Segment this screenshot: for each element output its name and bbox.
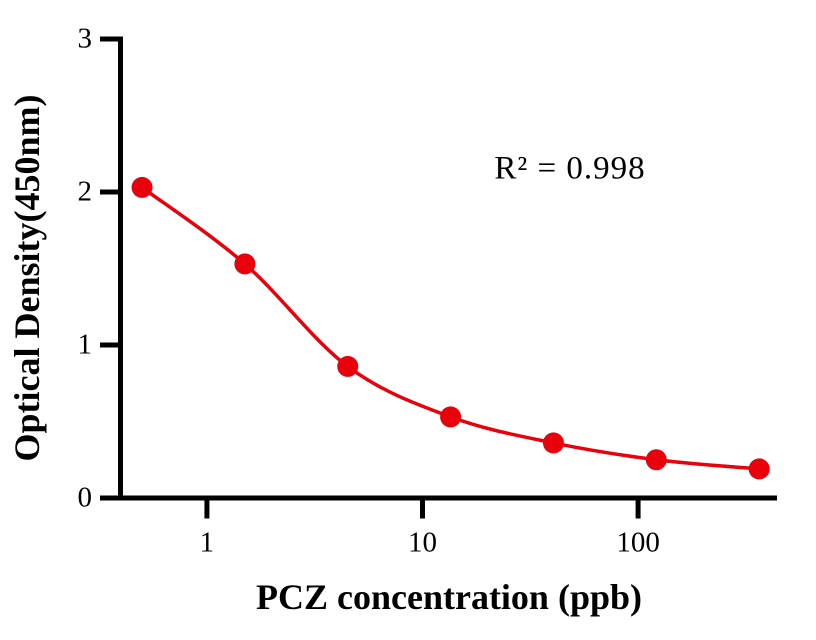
- y-tick-label: 3: [77, 22, 93, 55]
- data-point-marker: [131, 176, 153, 198]
- data-series: [131, 176, 770, 480]
- y-tick-label: 1: [77, 328, 93, 361]
- data-point-marker: [748, 458, 770, 480]
- r-squared-annotation: R² = 0.998: [494, 150, 646, 187]
- x-tick-label: 10: [408, 526, 437, 559]
- data-point-marker: [440, 406, 462, 428]
- x-axis-title: PCZ concentration (ppb): [256, 577, 642, 617]
- data-point-marker: [337, 355, 359, 377]
- data-point-marker: [645, 449, 667, 471]
- y-axis-title: Optical Density(450nm): [7, 94, 47, 462]
- y-tick-label: 0: [77, 481, 93, 514]
- data-point-marker: [542, 432, 564, 454]
- axes: [100, 36, 777, 519]
- data-point-marker: [234, 253, 256, 275]
- y-tick-label: 2: [77, 175, 93, 208]
- x-tick-label: 100: [616, 526, 660, 559]
- x-tick-label: 1: [199, 526, 215, 559]
